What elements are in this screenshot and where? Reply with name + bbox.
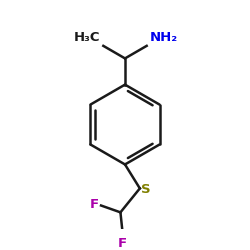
- Text: F: F: [118, 237, 127, 250]
- Text: NH₂: NH₂: [150, 30, 178, 44]
- Text: H₃C: H₃C: [74, 30, 101, 44]
- Text: S: S: [141, 183, 150, 196]
- Text: F: F: [90, 198, 99, 211]
